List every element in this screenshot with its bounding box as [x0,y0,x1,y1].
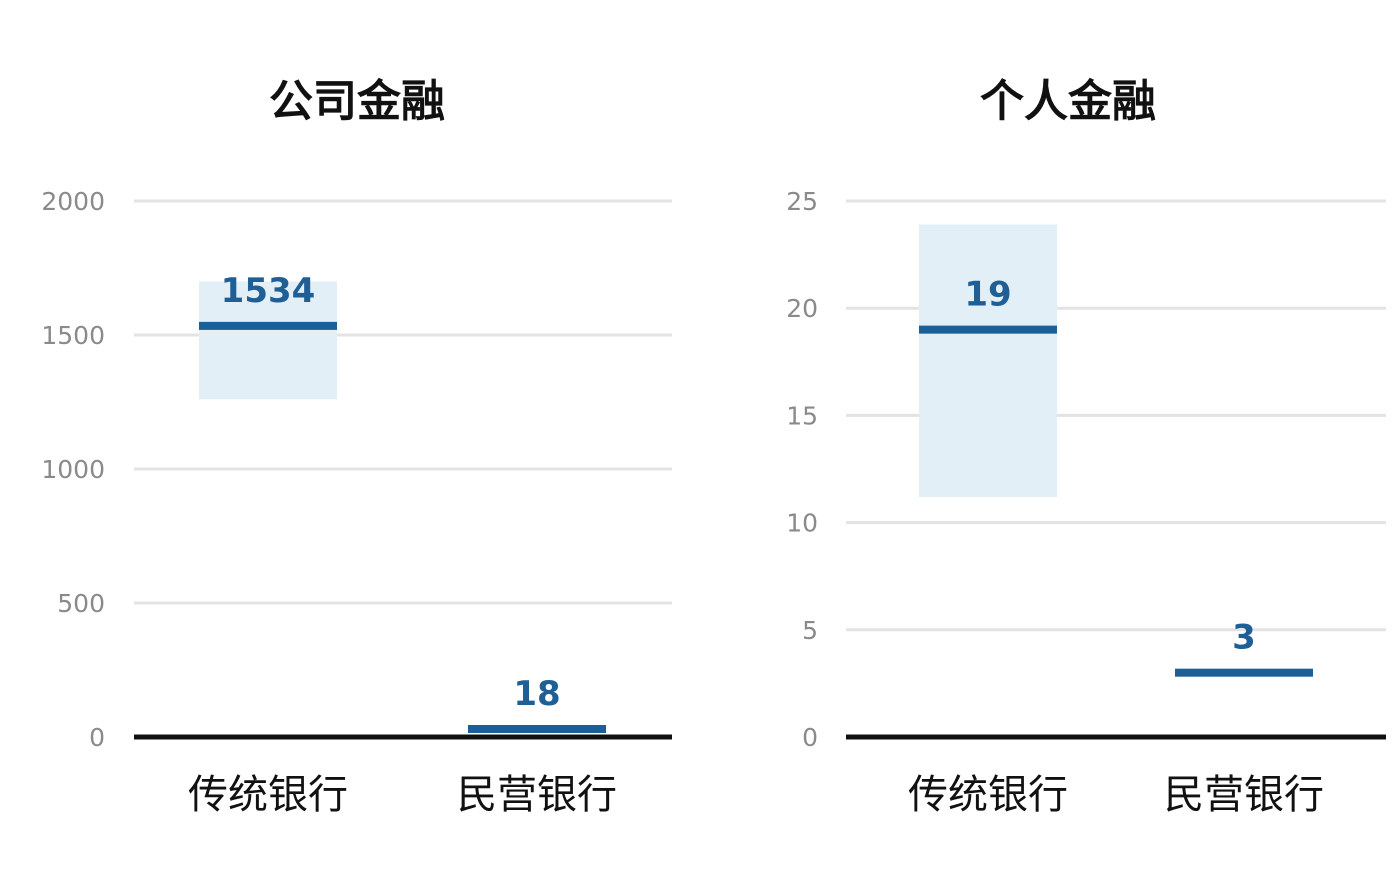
data-label: 3 [1232,618,1256,658]
chart-title: 公司金融 [269,76,445,127]
chart-panel-personal-finance: 个人金融 0 5 10 15 20 25 19 传统银行 3 民营银行 [786,76,1386,818]
y-tick-label: 500 [57,589,105,618]
data-label: 18 [513,674,560,714]
y-tick-label: 15 [786,401,818,430]
y-tick-label: 20 [786,294,818,323]
value-marker [199,321,337,330]
chart-title: 个人金融 [980,76,1156,127]
y-tick-label: 10 [786,509,818,538]
y-tick-label: 25 [786,187,818,216]
x-category-label: 民营银行 [1164,772,1324,818]
x-category-label: 传统银行 [908,772,1068,818]
y-tick-label: 0 [802,723,818,752]
y-tick-label: 1000 [41,455,105,484]
chart-panel-corporate-finance: 公司金融 0 500 1000 1500 2000 1534 传统银行 18 民营银行 [41,76,672,818]
range-band [919,224,1057,497]
range-band [199,281,337,400]
value-marker [468,725,606,733]
data-label: 19 [964,275,1011,315]
y-tick-label: 1500 [41,321,105,350]
value-marker [919,325,1057,334]
data-label: 1534 [221,271,316,311]
y-tick-label: 5 [802,616,818,645]
x-category-label: 民营银行 [457,772,617,818]
y-tick-label: 2000 [41,187,105,216]
x-category-label: 传统银行 [188,772,348,818]
y-tick-label: 0 [89,723,105,752]
value-marker [1175,668,1313,677]
